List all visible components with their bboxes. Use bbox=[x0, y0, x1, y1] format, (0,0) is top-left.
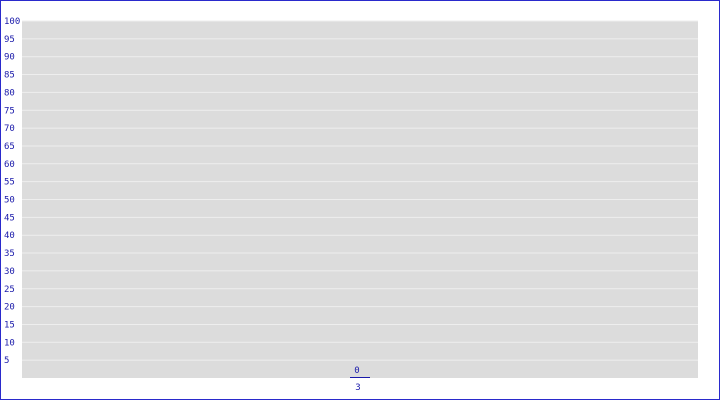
y-tick-label: 50 bbox=[4, 196, 15, 206]
y-tick-label: 35 bbox=[4, 249, 15, 259]
y-tick-label: 60 bbox=[4, 160, 15, 170]
y-tick-label: 95 bbox=[4, 35, 15, 45]
y-tick-label: 70 bbox=[4, 124, 15, 134]
y-tick-label: 20 bbox=[4, 303, 15, 313]
gridlines bbox=[22, 20, 698, 361]
y-tick-label: 85 bbox=[4, 71, 15, 81]
y-tick-label: 100 bbox=[4, 17, 20, 27]
y-tick-label: 80 bbox=[4, 88, 15, 98]
y-tick-label: 75 bbox=[4, 106, 15, 116]
y-tick-label: 45 bbox=[4, 213, 15, 223]
y-tick-label: 10 bbox=[4, 338, 15, 348]
y-tick-label: 40 bbox=[4, 231, 15, 241]
y-tick-label: 25 bbox=[4, 285, 15, 295]
y-tick-label: 15 bbox=[4, 320, 15, 330]
y-tick-label: 55 bbox=[4, 178, 15, 188]
y-axis-tick-labels: 5 10 15 20 25 30 35 40 45 50 55 60 65 70 75 80 85 90 95 100 bbox=[4, 17, 20, 366]
y-tick-label: 30 bbox=[4, 267, 15, 277]
x-axis-tick-labels: 3 bbox=[355, 383, 360, 393]
y-tick-label: 5 bbox=[4, 356, 9, 366]
bar-value-label: 0 bbox=[354, 366, 359, 376]
y-tick-label: 65 bbox=[4, 142, 15, 152]
bar bbox=[350, 377, 370, 378]
x-tick-label: 3 bbox=[355, 383, 360, 393]
y-tick-label: 90 bbox=[4, 53, 15, 63]
bars: 0 bbox=[350, 366, 370, 378]
